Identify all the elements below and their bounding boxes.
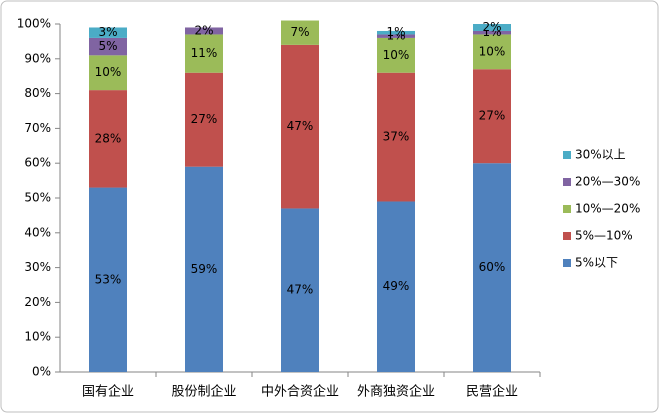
bar-segment: [185, 27, 223, 35]
x-tick-label: 民营企业: [466, 384, 518, 400]
data-label: 1%: [386, 25, 405, 39]
y-tick-label: 20%: [24, 295, 51, 309]
y-tick-label: 100%: [17, 17, 51, 31]
data-label: 47%: [287, 283, 314, 297]
y-tick-label: 90%: [24, 51, 51, 65]
legend-label: 30%以上: [575, 148, 626, 162]
bar-segment: [185, 34, 223, 73]
bar-segment: [89, 27, 127, 38]
bar-segment: [377, 37, 415, 73]
x-tick-label: 中外合资企业: [261, 384, 339, 400]
legend-label: 20%—30%: [575, 175, 640, 189]
data-label: 10%: [95, 65, 122, 79]
data-label: 60%: [479, 260, 506, 274]
data-label: 11%: [191, 46, 218, 60]
data-label: 5%: [98, 39, 117, 53]
legend-label: 5%—10%: [575, 229, 633, 243]
y-tick-label: 0%: [32, 365, 51, 379]
y-tick-label: 60%: [24, 156, 51, 170]
data-label: 28%: [95, 131, 122, 145]
data-label: 27%: [479, 109, 506, 123]
x-tick-label: 国有企业: [82, 384, 134, 400]
bar-segment: [281, 44, 319, 209]
data-label: 7%: [290, 25, 309, 39]
data-label: 37%: [383, 130, 410, 144]
data-label: 47%: [287, 119, 314, 133]
bar-segment: [89, 90, 127, 188]
data-label: 49%: [383, 279, 410, 293]
data-label: 10%: [479, 44, 506, 58]
legend-swatch: [563, 178, 571, 186]
bar-segment: [377, 72, 415, 202]
bar-segment: [473, 69, 511, 164]
legend-swatch: [563, 205, 571, 213]
x-tick-label: 股份制企业: [171, 384, 236, 400]
y-tick-label: 10%: [24, 330, 51, 344]
y-tick-label: 30%: [24, 260, 51, 274]
legend-swatch: [563, 151, 571, 159]
data-label: 2%: [482, 20, 501, 34]
bar-segment: [377, 201, 415, 372]
y-tick-label: 80%: [24, 86, 51, 100]
data-label: 3%: [98, 25, 117, 39]
y-tick-label: 40%: [24, 225, 51, 239]
data-label: 2%: [194, 23, 213, 37]
legend-swatch: [563, 232, 571, 240]
data-label: 59%: [191, 262, 218, 276]
y-tick-label: 50%: [24, 191, 51, 205]
data-label: 27%: [191, 112, 218, 126]
legend-label: 10%—20%: [575, 202, 640, 216]
y-tick-label: 70%: [24, 121, 51, 135]
bar-segment: [185, 166, 223, 372]
legend-label: 5%以下: [575, 256, 618, 270]
legend-swatch: [563, 259, 571, 267]
bar-segment: [473, 34, 511, 70]
bar-segment: [377, 30, 415, 35]
bar-segment: [185, 72, 223, 167]
bar-segment: [473, 24, 511, 31]
bar-segment: [89, 37, 127, 56]
bar-segment: [473, 30, 511, 35]
x-tick-label: 外商独资企业: [357, 384, 435, 400]
bar-segment: [281, 208, 319, 372]
bar-segment: [377, 34, 415, 38]
bar-segment: [89, 55, 127, 91]
bar-segment: [281, 20, 319, 45]
bar-segment: [473, 163, 511, 372]
data-label: 10%: [383, 48, 410, 62]
data-label: 53%: [95, 272, 122, 286]
bar-segment: [89, 187, 127, 372]
